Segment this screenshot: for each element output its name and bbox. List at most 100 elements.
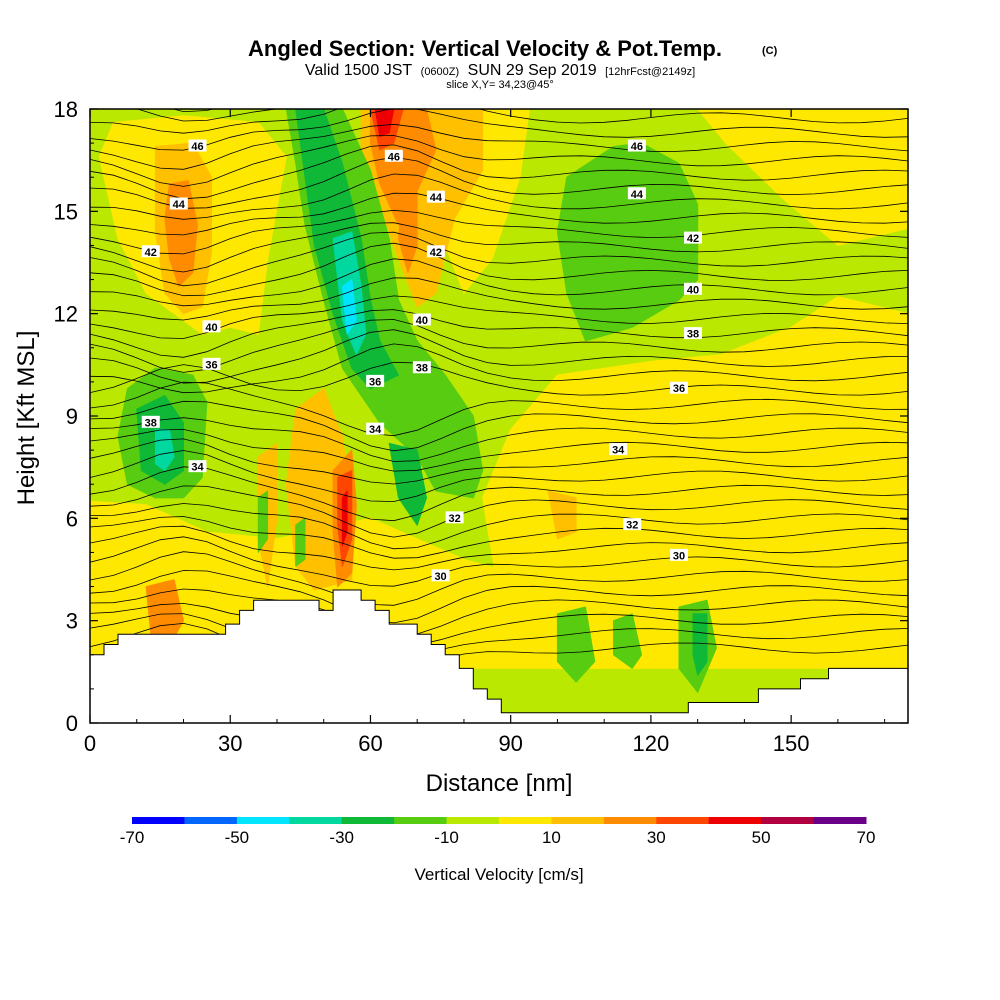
svg-text:44: 44 xyxy=(173,199,186,211)
theta-contour-label: 42 xyxy=(683,231,702,245)
colorbar-swatch xyxy=(656,817,710,824)
theta-contour-line xyxy=(90,503,908,550)
theta-contour-label: 40 xyxy=(683,282,702,296)
svg-text:30: 30 xyxy=(434,571,446,583)
valid-date: SUN 29 Sep 2019 xyxy=(468,62,597,79)
colorbar-swatch xyxy=(446,817,500,824)
theta-contour-label: 38 xyxy=(412,361,431,375)
theta-contour-line xyxy=(90,438,908,485)
theta-contour-line xyxy=(90,277,908,321)
velocity-region xyxy=(692,613,708,676)
theta-contour-label: 34 xyxy=(188,460,207,474)
plot-area: 30 30 32 32 34 34 34 36 36 36 38 38 38 40 40 40 42 42 42 44… xyxy=(90,109,908,723)
theta-contour-label: 42 xyxy=(426,245,445,259)
theta-contour-line xyxy=(90,258,908,307)
theta-contour-label: 36 xyxy=(202,357,221,371)
colorbar-label: -10 xyxy=(434,828,459,847)
x-tick-label: 60 xyxy=(358,731,382,756)
colorbar-labels: -70 -50 -30 -10 10 30 50 70 xyxy=(120,828,876,847)
velocity-region xyxy=(374,109,395,137)
svg-text:34: 34 xyxy=(612,445,625,457)
svg-text:42: 42 xyxy=(145,247,157,259)
theta-contour-line xyxy=(136,109,279,122)
theta-contour-label: 38 xyxy=(683,327,702,341)
colorbar-swatch xyxy=(184,817,238,824)
theta-contour-line xyxy=(90,309,908,358)
chart-title-suffix: (C) xyxy=(762,45,778,57)
svg-text:40: 40 xyxy=(687,284,699,296)
svg-text:36: 36 xyxy=(369,376,381,388)
svg-text:40: 40 xyxy=(416,315,428,327)
theta-contour-label: 40 xyxy=(202,320,221,334)
colorbar-title: Vertical Velocity [cm/s] xyxy=(414,865,583,884)
svg-text:34: 34 xyxy=(191,462,204,474)
colorbar-swatch xyxy=(761,817,815,824)
colorbar-label: -50 xyxy=(225,828,250,847)
theta-contour-label: 30 xyxy=(431,569,450,583)
svg-text:32: 32 xyxy=(448,513,460,525)
theta-contour-line xyxy=(90,231,908,287)
y-tick-label: 0 xyxy=(66,711,78,736)
theta-contour-line xyxy=(90,361,908,396)
colorbar-swatch xyxy=(236,817,290,824)
theta-contour-label: 36 xyxy=(669,381,688,395)
theta-contour-line xyxy=(90,144,908,200)
velocity-region xyxy=(388,442,427,526)
theta-contour-line xyxy=(90,450,908,502)
svg-text:36: 36 xyxy=(205,359,217,371)
theta-contour-label: 44 xyxy=(627,187,646,201)
theta-contour-label: 38 xyxy=(141,415,160,429)
valid-prefix: Valid 1500 JST xyxy=(305,62,413,79)
x-tick-label: 0 xyxy=(84,731,96,756)
colorbar-swatch xyxy=(289,817,343,824)
colorbar-label: 30 xyxy=(647,828,666,847)
y-tick-label: 6 xyxy=(66,506,78,531)
theta-contour-line xyxy=(90,109,908,134)
chart-title: Angled Section: Vertical Velocity & Pot.… xyxy=(248,36,722,61)
theta-contour-labels: 30 30 32 32 34 34 34 36 36 36 38 38 38 40 40 40 42 42 42 44… xyxy=(141,139,702,583)
velocity-region xyxy=(398,176,418,274)
svg-text:44: 44 xyxy=(631,189,644,201)
colorbar-label: 10 xyxy=(542,828,561,847)
svg-text:46: 46 xyxy=(388,151,400,163)
colorbar-swatch xyxy=(499,817,552,824)
colorbar-swatch xyxy=(708,817,762,824)
theta-contour-line xyxy=(90,192,908,236)
theta-contour-label: 46 xyxy=(627,139,646,153)
theta-contour-line xyxy=(90,570,908,624)
colorbar-swatch xyxy=(394,817,448,824)
theta-contour-line xyxy=(90,466,908,522)
theta-contour-label: 42 xyxy=(141,245,160,259)
forecast-note: [12hrFcst@2149z] xyxy=(605,66,695,78)
colorbar-swatch xyxy=(813,817,867,824)
velocity-region xyxy=(556,606,596,683)
svg-text:40: 40 xyxy=(205,322,217,334)
theta-contour-line xyxy=(90,516,908,559)
x-tick-label: 90 xyxy=(498,731,522,756)
colorbar-swatch xyxy=(551,817,605,824)
colorbar-swatch xyxy=(603,817,657,824)
theta-contour-line xyxy=(90,551,908,606)
y-tick-label: 15 xyxy=(54,199,78,224)
svg-text:38: 38 xyxy=(687,329,699,341)
theta-contour-line xyxy=(90,602,908,647)
theta-contour-label: 32 xyxy=(623,518,642,532)
theta-contour-label: 44 xyxy=(169,197,188,211)
colorbar-label: 70 xyxy=(857,828,876,847)
theta-contour-line xyxy=(90,123,908,170)
colorbar xyxy=(132,817,867,824)
theta-contour-label: 34 xyxy=(366,422,385,436)
theta-contour-line xyxy=(90,242,908,297)
valid-time-line: Valid 1500 JST (0600Z) SUN 29 Sep 2019 [… xyxy=(305,62,695,79)
colorbar-label: -70 xyxy=(120,828,145,847)
colorbar-swatch xyxy=(132,817,185,824)
theta-contour-line xyxy=(90,428,908,472)
theta-contour-line xyxy=(90,173,908,220)
svg-text:42: 42 xyxy=(430,247,442,259)
theta-contour-line xyxy=(90,343,908,394)
theta-contour-line xyxy=(90,525,908,571)
theta-contour-line xyxy=(90,485,908,538)
svg-text:46: 46 xyxy=(631,141,643,153)
theta-contour-line xyxy=(90,209,908,255)
